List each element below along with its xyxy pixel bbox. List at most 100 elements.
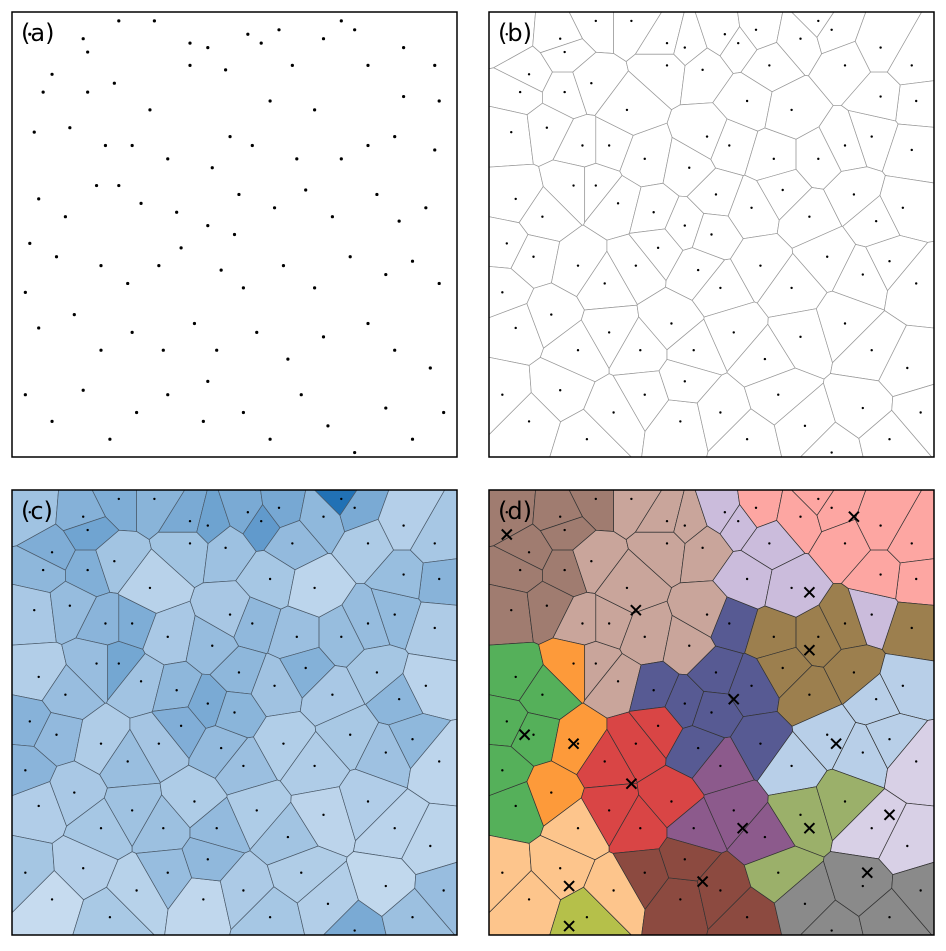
voronoi-cell bbox=[628, 706, 684, 760]
point bbox=[879, 46, 882, 49]
voronoi-cell bbox=[658, 837, 723, 882]
voronoi-cell bbox=[764, 553, 834, 618]
point bbox=[505, 511, 508, 514]
point bbox=[393, 348, 397, 352]
voronoi-cell bbox=[628, 228, 684, 282]
point bbox=[683, 46, 686, 49]
point bbox=[339, 19, 343, 23]
point bbox=[313, 586, 316, 590]
point bbox=[179, 724, 183, 728]
point bbox=[705, 613, 709, 616]
panel-frame bbox=[11, 489, 458, 936]
point bbox=[518, 568, 522, 572]
point bbox=[175, 689, 178, 692]
point bbox=[117, 183, 121, 188]
point bbox=[790, 286, 793, 290]
point bbox=[290, 63, 294, 67]
point bbox=[50, 551, 54, 554]
voronoi-cell bbox=[492, 45, 553, 93]
point bbox=[299, 393, 303, 397]
point bbox=[63, 215, 67, 219]
panel-label: (b) bbox=[498, 19, 532, 47]
point bbox=[99, 827, 103, 830]
point bbox=[228, 613, 232, 616]
point bbox=[665, 64, 669, 67]
point bbox=[670, 800, 673, 803]
point bbox=[166, 635, 169, 639]
point bbox=[879, 573, 882, 576]
point bbox=[830, 929, 833, 932]
point bbox=[277, 506, 281, 509]
point bbox=[281, 264, 286, 268]
panel: (d) bbox=[488, 489, 935, 936]
point bbox=[888, 738, 891, 741]
point bbox=[268, 577, 272, 581]
point bbox=[817, 19, 820, 23]
point bbox=[366, 321, 370, 326]
point bbox=[437, 99, 441, 103]
point bbox=[402, 94, 406, 99]
cluster-center bbox=[696, 875, 709, 888]
point bbox=[919, 889, 922, 892]
point bbox=[634, 742, 638, 745]
point bbox=[603, 282, 606, 285]
point bbox=[719, 411, 722, 414]
point bbox=[919, 411, 922, 414]
point bbox=[576, 827, 580, 830]
point bbox=[113, 560, 116, 563]
point bbox=[72, 313, 76, 317]
cluster-center bbox=[728, 693, 740, 705]
point bbox=[99, 264, 103, 268]
point bbox=[750, 206, 753, 209]
point bbox=[745, 577, 749, 581]
cluster-center bbox=[563, 920, 575, 932]
point bbox=[581, 144, 584, 147]
point bbox=[563, 90, 566, 94]
point bbox=[179, 246, 183, 250]
panel-frame bbox=[488, 11, 935, 458]
point bbox=[683, 702, 686, 705]
point bbox=[255, 809, 258, 812]
point bbox=[349, 733, 352, 736]
point bbox=[679, 898, 682, 901]
point bbox=[852, 193, 856, 196]
voronoi-cell bbox=[488, 583, 534, 646]
point bbox=[206, 46, 210, 50]
point bbox=[643, 635, 646, 639]
point bbox=[268, 437, 272, 441]
point bbox=[808, 215, 811, 218]
point bbox=[95, 662, 98, 665]
point bbox=[82, 515, 85, 518]
point bbox=[442, 889, 445, 892]
point bbox=[411, 738, 414, 741]
cluster-center bbox=[630, 604, 642, 616]
point bbox=[81, 388, 85, 392]
point bbox=[612, 411, 615, 414]
point bbox=[843, 144, 847, 147]
point bbox=[861, 751, 864, 754]
point bbox=[843, 542, 847, 545]
point bbox=[410, 259, 415, 263]
point bbox=[375, 192, 379, 197]
voronoi-cell bbox=[181, 837, 246, 882]
point bbox=[692, 349, 695, 352]
point bbox=[705, 135, 709, 138]
point bbox=[393, 613, 396, 616]
voronoi-cell bbox=[584, 640, 623, 702]
point bbox=[41, 90, 45, 94]
voronoi-cell bbox=[658, 359, 723, 404]
point bbox=[139, 201, 143, 205]
point bbox=[501, 393, 504, 396]
point bbox=[241, 286, 245, 290]
point bbox=[518, 90, 522, 94]
point bbox=[237, 192, 241, 197]
point bbox=[572, 184, 575, 187]
panel: (a) bbox=[11, 11, 458, 458]
point bbox=[745, 916, 749, 919]
point bbox=[901, 684, 905, 687]
point bbox=[81, 37, 85, 41]
point bbox=[86, 568, 89, 572]
point bbox=[714, 193, 718, 196]
point bbox=[273, 684, 276, 687]
point bbox=[126, 281, 130, 286]
